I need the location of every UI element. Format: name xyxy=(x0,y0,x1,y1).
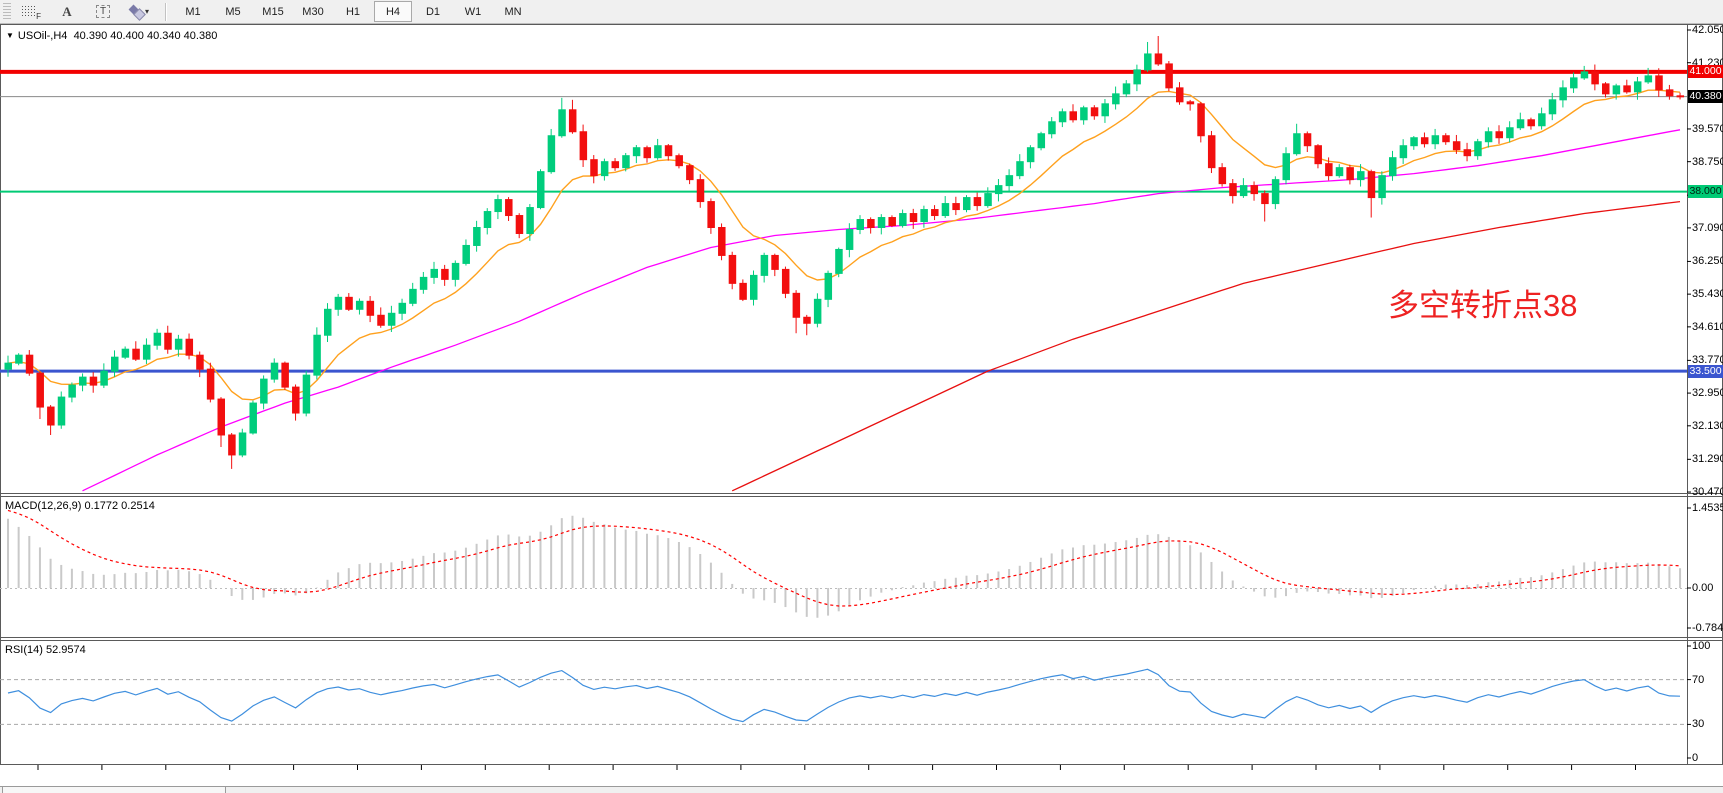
ma-slow-line xyxy=(731,200,1681,492)
symbol-ohlc-label[interactable]: ▼ USOil-,H4 40.390 40.400 40.340 40.380 xyxy=(6,30,217,42)
macd-axis-label: -0.7845 xyxy=(1692,622,1723,634)
price-axis-label: 32.950 xyxy=(1692,387,1723,400)
timeframe-button-H1[interactable]: H1 xyxy=(345,5,361,18)
macd-histogram xyxy=(7,515,1682,618)
rsi-level-lines xyxy=(0,679,1687,725)
rsi-axis-label: 70 xyxy=(1692,673,1705,686)
arrow-objects-icon xyxy=(128,4,146,21)
toolbar-separator xyxy=(165,2,167,21)
timeframe-button-D1[interactable]: D1 xyxy=(425,5,441,18)
fibonacci-retracement-button[interactable]: F xyxy=(14,1,48,22)
candles xyxy=(4,35,1685,469)
price-badge-33.500: 33.500 xyxy=(1688,364,1723,378)
price-axis-label: 31.290 xyxy=(1692,453,1723,466)
axis-ticks xyxy=(37,29,1691,770)
rsi-line xyxy=(7,668,1681,723)
macd-axis-label: 0.00 xyxy=(1692,582,1714,594)
symbol-name: USOil-,H4 xyxy=(17,30,68,42)
price-badge-38.000: 38.000 xyxy=(1688,185,1723,199)
fibonacci-retracement-icon: F xyxy=(22,5,41,21)
panel-borders xyxy=(0,24,1723,765)
ohlc-values: 40.390 40.400 40.340 40.380 xyxy=(73,30,218,42)
toolbar-grip[interactable] xyxy=(3,2,11,21)
price-axis-label: 36.250 xyxy=(1692,255,1723,268)
text-label-button[interactable]: A xyxy=(50,1,84,22)
price-axis-label: 34.610 xyxy=(1692,320,1723,333)
price-axis-label: 30.470 xyxy=(1692,486,1723,499)
toolbar: F A T ▾ M1 M5 M15 M30 H1 H4 D1 W1 MN xyxy=(0,0,1723,24)
timeframe-button-M5[interactable]: M5 xyxy=(225,5,241,18)
arrow-dropdown-icon[interactable]: ▾ xyxy=(144,7,149,16)
price-axis-label: 33.770 xyxy=(1692,354,1723,367)
text-box-button[interactable]: T xyxy=(86,1,120,22)
rsi-axis-label: 0 xyxy=(1692,752,1699,764)
macd-axis-label: 1.4535 xyxy=(1692,502,1723,514)
price-badge-40.380: 40.380 xyxy=(1688,90,1723,104)
horizontal-level-lines[interactable] xyxy=(0,69,1687,373)
chart-annotation-text[interactable]: 多空转折点38 xyxy=(1388,288,1578,323)
rsi-axis-label: 100 xyxy=(1692,640,1711,652)
text-label-icon: A xyxy=(62,3,72,19)
price-axis-label: 39.570 xyxy=(1692,122,1723,135)
price-axis-label: 42.050 xyxy=(1692,24,1723,36)
timeframe-button-MN[interactable]: MN xyxy=(504,5,522,18)
timeframe-group: M1 M5 M15 M30 H1 H4 D1 W1 MN xyxy=(173,1,533,22)
chart-tab[interactable] xyxy=(2,787,226,793)
timeframe-button-W1[interactable]: W1 xyxy=(464,5,482,18)
rsi-axis-label: 30 xyxy=(1692,718,1705,731)
chart-window: ▼ USOil-,H4 40.390 40.400 40.340 40.380 M… xyxy=(0,24,1723,786)
timeframe-button-H4[interactable]: H4 xyxy=(374,1,412,22)
macd-indicator-label[interactable]: MACD(12,26,9) 0.1772 0.2514 xyxy=(5,500,155,512)
arrow-objects-button[interactable]: ▾ xyxy=(122,1,156,22)
price-axis-label: 35.430 xyxy=(1692,288,1723,301)
price-axis-label: 37.090 xyxy=(1692,221,1723,234)
chart-canvas[interactable] xyxy=(0,24,1723,786)
timeframe-button-M15[interactable]: M15 xyxy=(262,5,284,18)
price-axis-label: 38.750 xyxy=(1692,155,1723,168)
macd-signal-line xyxy=(7,509,1681,607)
ma-fast-line xyxy=(7,89,1681,401)
chart-tab-bar xyxy=(0,786,1723,793)
timeframe-button-M30[interactable]: M30 xyxy=(302,5,324,18)
text-box-icon: T xyxy=(95,5,111,18)
rsi-indicator-label[interactable]: RSI(14) 52.9574 xyxy=(5,644,86,656)
timeframe-button-M1[interactable]: M1 xyxy=(185,5,201,18)
symbol-dropdown-icon[interactable]: ▼ xyxy=(6,31,14,40)
price-badge-41.000: 41.000 xyxy=(1688,65,1723,79)
price-axis-label: 32.130 xyxy=(1692,419,1723,432)
